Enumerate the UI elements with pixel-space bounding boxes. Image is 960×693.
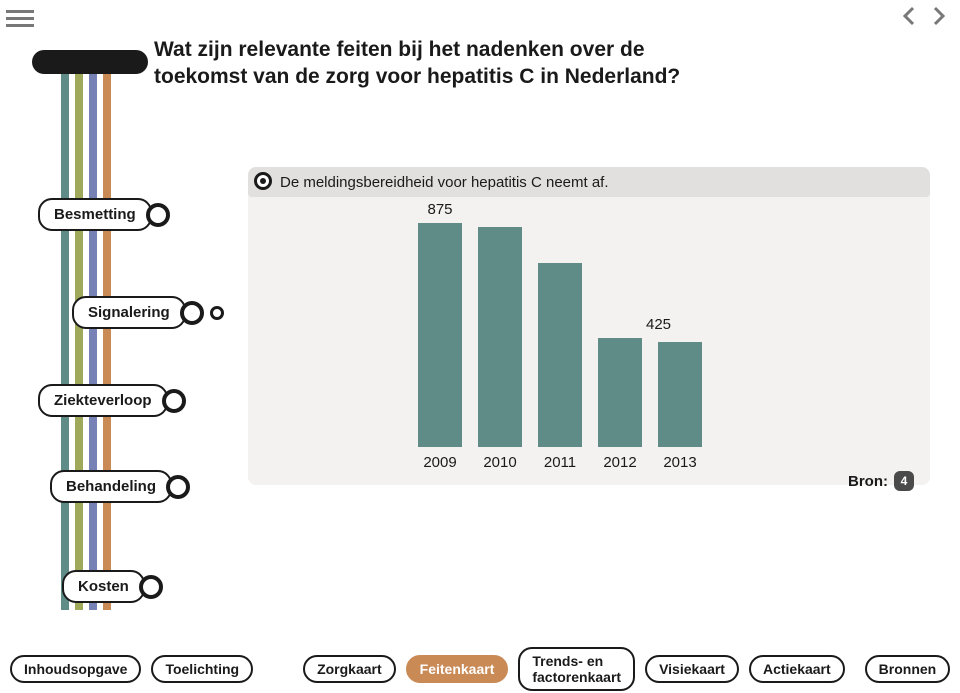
- flow-node-dot: [139, 575, 163, 599]
- nav-actiekaart[interactable]: Actiekaart: [749, 655, 845, 683]
- bottom-nav: Inhoudsopgave Toelichting Zorgkaart Feitenk…: [10, 653, 950, 685]
- nav-feitenkaart[interactable]: Feitenkaart: [406, 655, 509, 683]
- chart-panel: De meldingsbereidheid voor hepatitis C n…: [248, 175, 930, 485]
- flow-node-dot: [166, 475, 190, 499]
- chart-banner-text: De meldingsbereidheid voor hepatitis C n…: [280, 174, 609, 191]
- flow-node-dot: [146, 203, 170, 227]
- flow-node-subdot: [210, 306, 224, 320]
- bar-group: 2009875 2010 2011 2012425 2013: [418, 217, 702, 447]
- prev-page-icon[interactable]: [898, 4, 922, 28]
- bar-value-label: 875: [418, 201, 462, 218]
- bar-x-label: 2010: [478, 454, 522, 471]
- bar: 2012425: [598, 338, 642, 447]
- flow-node-behandeling[interactable]: Behandeling: [50, 470, 190, 503]
- bar: 2013: [658, 342, 702, 447]
- flow-node-ziekteverloop[interactable]: Ziekteverloop: [38, 384, 186, 417]
- flow-spine: Besmetting Signalering Ziekteverloop Beh…: [20, 50, 250, 670]
- bar-x-label: 2009: [418, 454, 462, 471]
- flow-node-dot: [162, 389, 186, 413]
- spine-cap: [32, 50, 148, 74]
- page-nav: [898, 4, 950, 33]
- bar: 2009875: [418, 223, 462, 447]
- nav-toelichting[interactable]: Toelichting: [151, 655, 253, 683]
- flow-node-dot: [180, 301, 204, 325]
- flow-node-label: Kosten: [62, 570, 145, 603]
- flow-node-label: Ziekteverloop: [38, 384, 168, 417]
- source-label: Bron: 4: [848, 471, 914, 491]
- nav-zorgkaart[interactable]: Zorgkaart: [303, 655, 396, 683]
- banner-dot-icon: [254, 172, 272, 190]
- flow-node-besmetting[interactable]: Besmetting: [38, 198, 170, 231]
- source-text: Bron:: [848, 473, 888, 490]
- bar: 2010: [478, 227, 522, 447]
- flow-node-label: Signalering: [72, 296, 186, 329]
- bar-x-label: 2011: [538, 454, 582, 471]
- bar-x-label: 2012: [598, 454, 642, 471]
- bar-x-label: 2013: [658, 454, 702, 471]
- flow-node-kosten[interactable]: Kosten: [62, 570, 163, 603]
- topbar: [0, 0, 960, 40]
- bar-value-label: 425: [646, 316, 671, 333]
- next-page-icon[interactable]: [926, 4, 950, 28]
- nav-trends[interactable]: Trends- en factorenkaart: [518, 647, 635, 691]
- nav-visiekaart[interactable]: Visiekaart: [645, 655, 739, 683]
- source-badge[interactable]: 4: [894, 471, 914, 491]
- flow-node-label: Besmetting: [38, 198, 152, 231]
- menu-icon[interactable]: [6, 6, 34, 31]
- chart-banner: De meldingsbereidheid voor hepatitis C n…: [248, 167, 930, 197]
- flow-node-label: Behandeling: [50, 470, 172, 503]
- nav-inhoudsopgave[interactable]: Inhoudsopgave: [10, 655, 141, 683]
- bar: 2011: [538, 263, 582, 447]
- flow-node-signalering[interactable]: Signalering: [72, 296, 224, 329]
- nav-bronnen[interactable]: Bronnen: [865, 655, 951, 683]
